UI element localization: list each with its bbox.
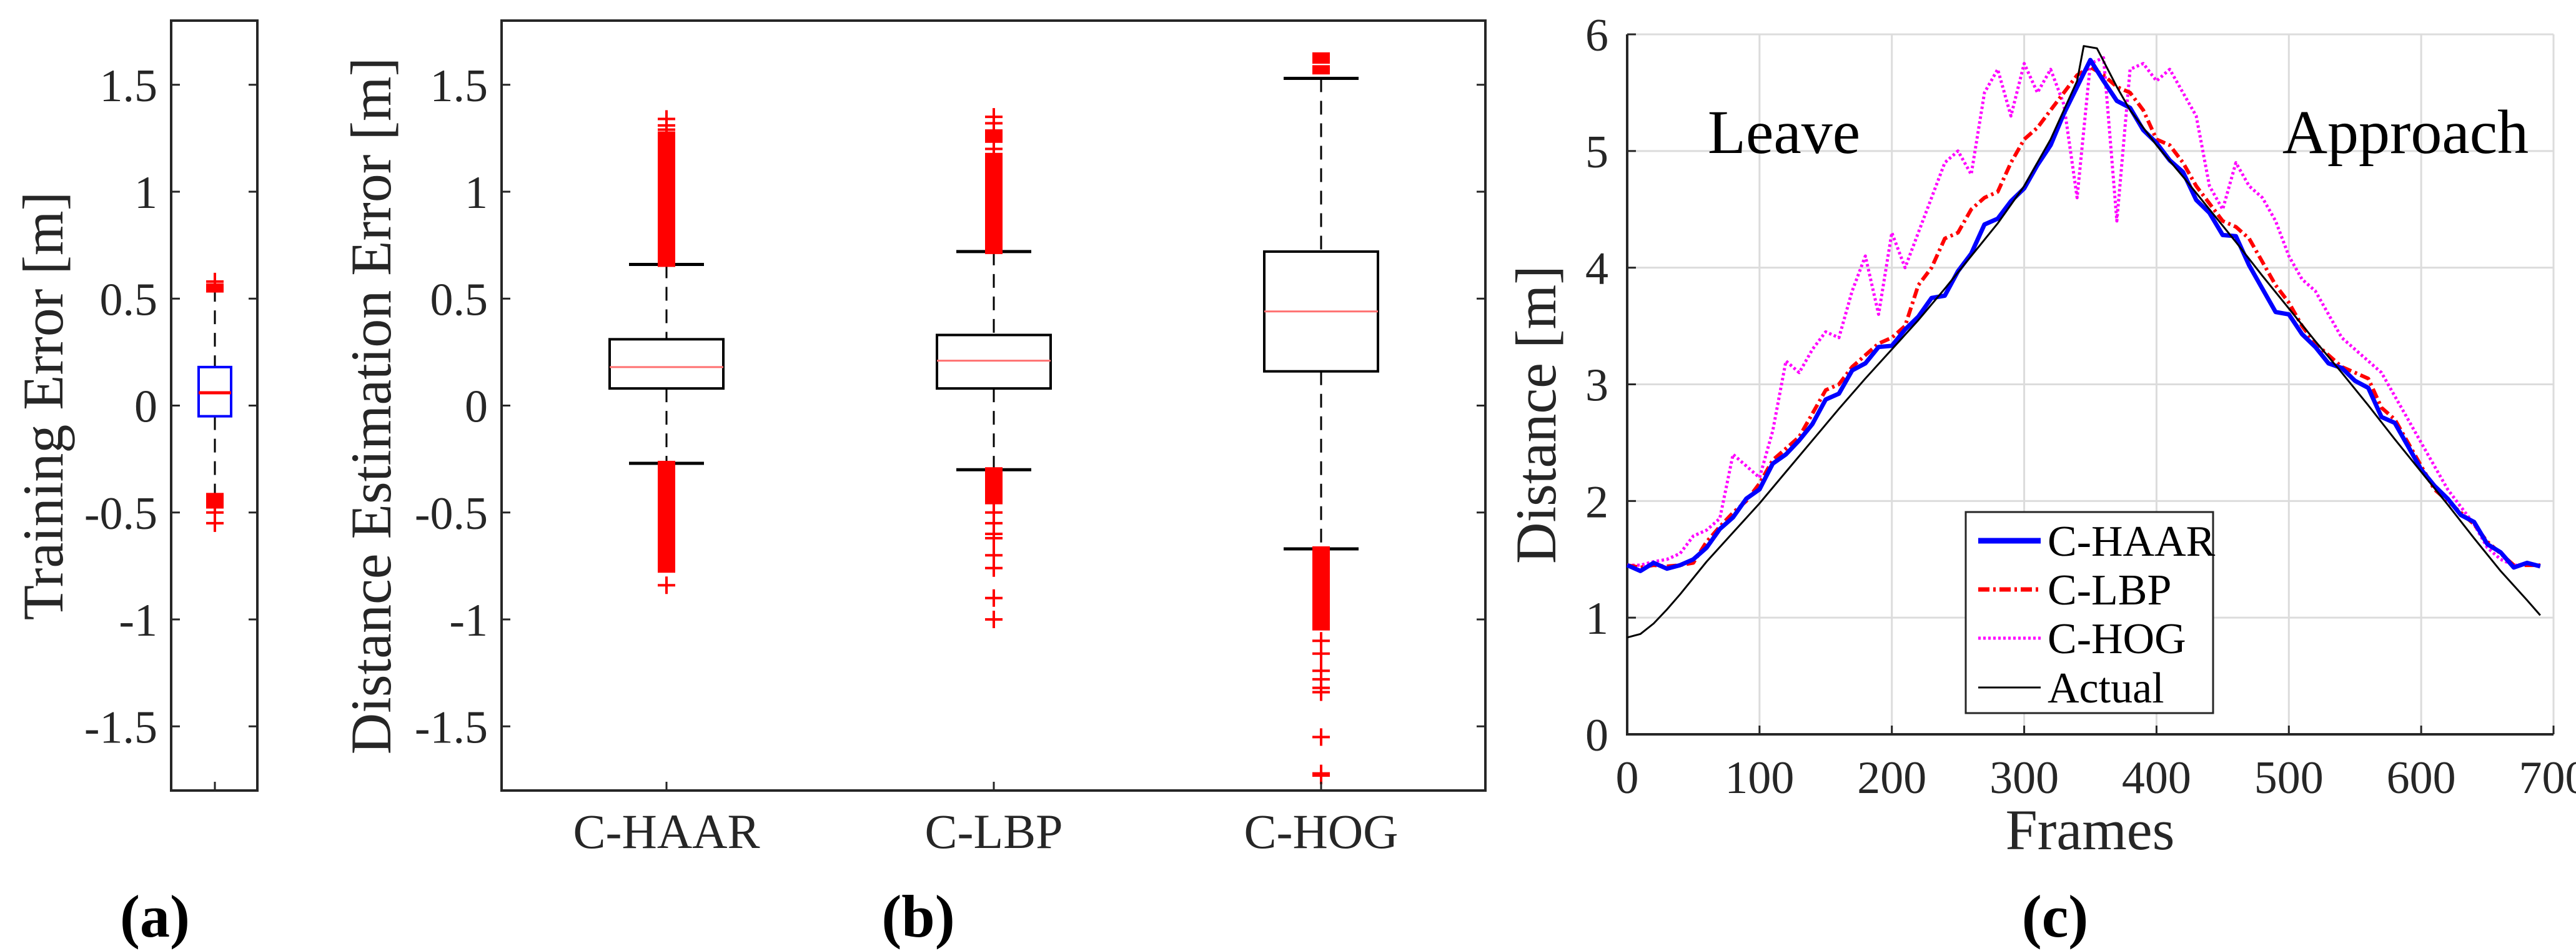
box-iqr — [608, 338, 725, 390]
category-label-c-hog: C-HOG — [1244, 804, 1399, 859]
outlier-marker — [985, 108, 1003, 126]
x-tick-label: 100 — [1725, 752, 1794, 804]
y-tick-label: 3 — [1585, 360, 1608, 411]
series-line-c-hog — [1627, 56, 2540, 567]
legend-label-c-haar: C-HAAR — [2048, 518, 2216, 566]
outlier-dense-band — [985, 152, 1003, 254]
legend-label-c-lbp: C-LBP — [2048, 566, 2171, 614]
panel-label-b: (b) — [881, 883, 954, 950]
y-axis-label-b: Distance Estimation Error [m] — [339, 57, 403, 754]
panel-label-a: (a) — [120, 883, 190, 950]
y-axis-label-a: Training Error [m] — [11, 192, 75, 621]
outlier-marker — [658, 576, 675, 594]
outlier-dense-band — [985, 129, 1003, 143]
outlier-dense-band — [658, 460, 675, 573]
y-tick-label: 0 — [1585, 710, 1608, 761]
outlier-marker — [985, 140, 1003, 158]
x-tick-label: 600 — [2387, 752, 2456, 804]
outlier-marker — [985, 559, 1003, 577]
x-axis-label-c: Frames — [2006, 798, 2175, 862]
category-label-c-lbp: C-LBP — [924, 804, 1063, 859]
panel-label-c: (c) — [2022, 883, 2089, 950]
axes-lines — [1626, 34, 2554, 736]
x-tick-label: 500 — [2254, 752, 2324, 804]
panel-b-distance-error-boxplot: -1.5 -1 -0.5 0 0.5 1 1.5 Distance Estimation E… — [339, 19, 1487, 950]
outlier-marker — [985, 611, 1003, 628]
y-tick-label: 1 — [1585, 593, 1608, 644]
outlier-marker — [1312, 767, 1330, 785]
outlier-marker — [985, 589, 1003, 607]
annotation-leave: Leave — [1708, 97, 1860, 167]
series-line-c-lbp — [1627, 65, 2540, 569]
legend: C-HAAR C-LBP C-HOG Actual — [1964, 511, 2216, 714]
outlier-marker — [1312, 683, 1330, 701]
y-tick-label: -1.5 — [415, 702, 488, 753]
box-training — [197, 272, 232, 532]
outlier-dense-band — [1312, 52, 1330, 64]
outlier-marker — [985, 529, 1003, 547]
outlier-dense-band — [1312, 65, 1330, 75]
y-tick-label: 0 — [134, 382, 157, 433]
outlier-dense-band — [1312, 546, 1330, 631]
outlier-dense-band — [658, 131, 675, 267]
box-c-hog — [1263, 52, 1379, 785]
legend-box — [1964, 511, 2214, 714]
y-tick-label: 4 — [1585, 244, 1608, 295]
box-c-haar — [608, 110, 725, 594]
y-tick-label: 1 — [134, 167, 157, 219]
outlier-marker — [1312, 728, 1330, 746]
box-c-lbp — [936, 108, 1052, 628]
y-tick-label: 6 — [1585, 10, 1608, 61]
x-tick-label: 400 — [2122, 752, 2191, 804]
annotation-approach: Approach — [2282, 97, 2529, 167]
y-tick-label: -0.5 — [415, 488, 488, 540]
y-tick-label: -1.5 — [84, 702, 157, 753]
x-tick-label: 700 — [2519, 752, 2576, 804]
y-tick-label: 1 — [465, 167, 488, 219]
y-tick-label: 0.5 — [430, 274, 488, 325]
legend-label-actual: Actual — [2048, 664, 2164, 712]
outlier-marker — [206, 272, 224, 290]
legend-label-c-hog: C-HOG — [2048, 615, 2186, 663]
axes-frame — [170, 19, 259, 792]
box-iqr — [936, 333, 1052, 390]
outlier-marker — [658, 110, 675, 128]
outlier-marker — [1312, 644, 1330, 663]
outlier-marker — [206, 514, 224, 532]
y-tick-label: -0.5 — [84, 488, 157, 540]
panel-a-training-error-boxplot: -1.5 -1 -0.5 0 0.5 1 1.5 Training Error [m] (a… — [11, 19, 259, 950]
series-line-actual — [1627, 45, 2541, 639]
y-tick-label: 1.5 — [100, 61, 158, 112]
y-tick-label: 2 — [1585, 476, 1608, 528]
y-tick-label: -1 — [449, 595, 488, 646]
y-tick-label: 1.5 — [430, 61, 488, 112]
y-tick-label: 5 — [1585, 127, 1608, 178]
y-axis-label-c: Distance [m] — [1504, 265, 1568, 564]
x-tick-label: 0 — [1616, 752, 1639, 804]
x-tick-label: 300 — [1989, 752, 2059, 804]
outlier-dense-band — [985, 467, 1003, 505]
series-line-c-haar — [1626, 57, 2541, 573]
x-tick-label: 200 — [1857, 752, 1926, 804]
panel-c-distance-line-chart: 0 100 200 300 400 500 600 700 0 1 2 3 4 5 6 Leave Appr… — [1504, 10, 2576, 950]
y-tick-label: 0.5 — [100, 274, 158, 325]
y-tick-label: -1 — [119, 595, 157, 646]
category-label-c-haar: C-HAAR — [573, 804, 760, 859]
y-tick-label: 0 — [465, 382, 488, 433]
